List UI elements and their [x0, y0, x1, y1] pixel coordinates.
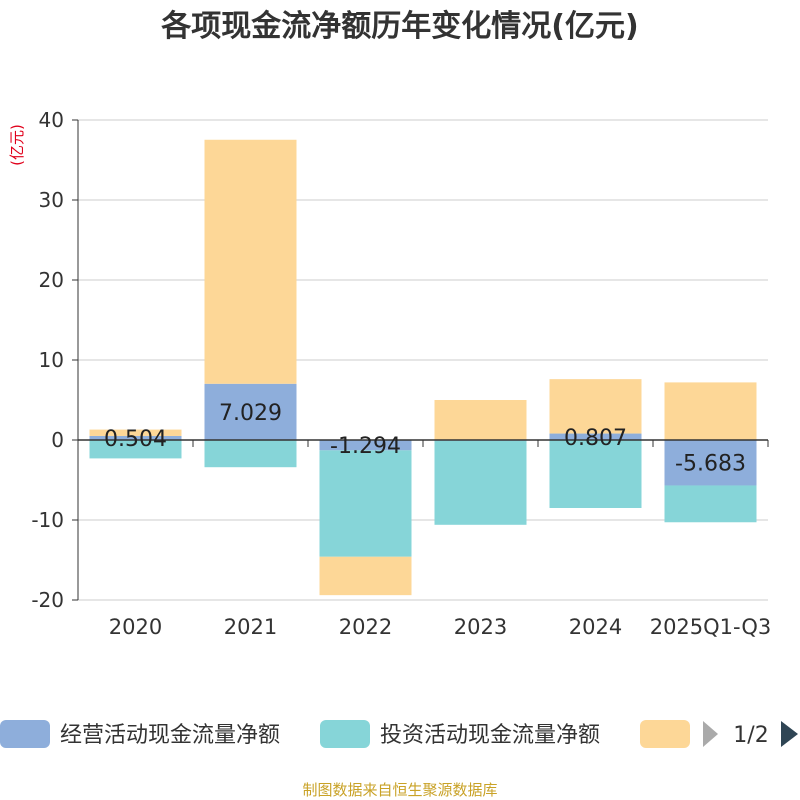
- chart-title: 各项现金流净额历年变化情况(亿元): [160, 9, 638, 44]
- legend-label[interactable]: 投资活动现金流量净额: [380, 723, 600, 748]
- bar-segment: [319, 440, 412, 451]
- bar-segment: [549, 433, 642, 440]
- axes-group: 40 30 20 10 0 -10 -20 2020 2021 2022 2023 2024 2025Q…: [31, 108, 771, 639]
- bar-value-label: 7.029: [219, 401, 282, 426]
- data-source-note: 制图数据来自恒生聚源数据库: [302, 781, 497, 799]
- legend-next-page-icon[interactable]: [781, 721, 798, 747]
- x-tick-label: 2023: [454, 615, 507, 639]
- bar-segment: [89, 440, 182, 459]
- bar-segment: [89, 429, 182, 436]
- bar-segment: [664, 440, 757, 486]
- bar-segment: [204, 440, 297, 468]
- bar-segment: [204, 139, 297, 384]
- y-tick-label: 20: [39, 268, 64, 292]
- legend-label[interactable]: 经营活动现金流量净额: [60, 723, 280, 748]
- bar-value-label: 0.504: [104, 427, 167, 452]
- x-tick-label: 2022: [339, 615, 392, 639]
- x-tick-label: 2025Q1-Q3: [650, 615, 772, 639]
- legend-swatch[interactable]: [0, 720, 50, 748]
- legend-swatch[interactable]: [320, 720, 370, 748]
- bar-segment: [204, 383, 297, 440]
- x-tick-label: 2024: [569, 615, 622, 639]
- grid-lines: [78, 119, 768, 601]
- y-tick-label: 30: [39, 188, 64, 212]
- y-tick-label: -20: [31, 588, 64, 612]
- bar-labels-group: 0.504 7.029 -1.294 0.807 -5.683: [104, 401, 746, 477]
- bar-segment: [89, 435, 182, 440]
- legend-page-indicator: 1/2: [733, 723, 768, 748]
- bars-group: [89, 139, 757, 596]
- y-axis-unit-label: (亿元): [8, 124, 26, 166]
- bar-segment: [664, 485, 757, 523]
- y-tick-label: 40: [39, 108, 64, 132]
- legend-swatch[interactable]: [640, 720, 690, 748]
- legend-prev-page-icon[interactable]: [703, 721, 718, 747]
- x-tick-label: 2020: [109, 615, 162, 639]
- bar-segment: [319, 450, 412, 557]
- x-tick-label: 2021: [224, 615, 277, 639]
- bar-segment: [664, 382, 757, 440]
- bar-segment: [434, 440, 527, 525]
- bar-segment: [434, 400, 527, 440]
- y-tick-label: 10: [39, 348, 64, 372]
- bar-value-label: -1.294: [330, 434, 401, 459]
- bar-segment: [319, 556, 412, 596]
- bar-segment: [549, 379, 642, 434]
- bar-segment: [549, 440, 642, 508]
- bar-value-label: 0.807: [564, 426, 627, 451]
- y-tick-label: -10: [31, 508, 64, 532]
- bar-value-label: -5.683: [675, 452, 746, 477]
- legend: 经营活动现金流量净额 投资活动现金流量净额 1/2: [0, 720, 798, 748]
- y-tick-label: 0: [51, 428, 64, 452]
